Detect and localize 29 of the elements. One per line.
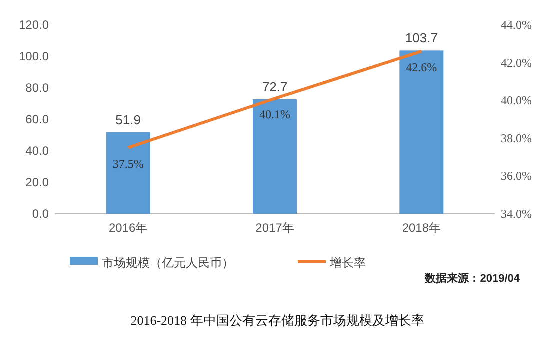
bar [106, 132, 150, 214]
x-tick-label: 2017年 [256, 221, 294, 235]
y-tick-label: 40.0 [26, 144, 50, 158]
legend-label: 增长率 [329, 256, 366, 270]
bar [400, 50, 444, 214]
x-tick-label: 2016年 [108, 221, 148, 235]
y-tick-label: 80.0 [26, 81, 50, 95]
y-tick-label: 60.0 [26, 112, 50, 126]
data-label: 40.1% [260, 108, 290, 122]
x-tick-label: 2018年 [402, 221, 442, 235]
y2-tick-label: 34.0% [501, 207, 532, 221]
y2-tick-label: 44.0% [501, 18, 532, 32]
data-label: 42.6% [406, 60, 438, 74]
y2-tick-label: 36.0% [501, 169, 532, 184]
y-tick-label: 100.0 [18, 50, 50, 64]
legend-label: 市场规模（亿元人民币） [102, 256, 234, 270]
y2-tick-label: 42.0% [501, 56, 532, 70]
y2-tick-label: 40.0% [501, 94, 532, 108]
text: 2016-2018 年中国公有云存储服务市场规模及增长率 [130, 313, 424, 328]
y2-tick-label: 38.0% [501, 131, 532, 146]
data-label: 37.5% [112, 156, 144, 171]
y-tick-label: 0.0 [32, 207, 50, 221]
data-label: 72.7 [262, 79, 288, 94]
data-label: 51.9 [116, 112, 141, 128]
source-note: 数据来源：2019/04 [424, 272, 521, 285]
bar [253, 100, 297, 214]
y-tick-label: 20.0 [26, 176, 50, 190]
y-tick-label: 120.0 [18, 18, 50, 32]
data-label: 103.7 [405, 30, 438, 46]
